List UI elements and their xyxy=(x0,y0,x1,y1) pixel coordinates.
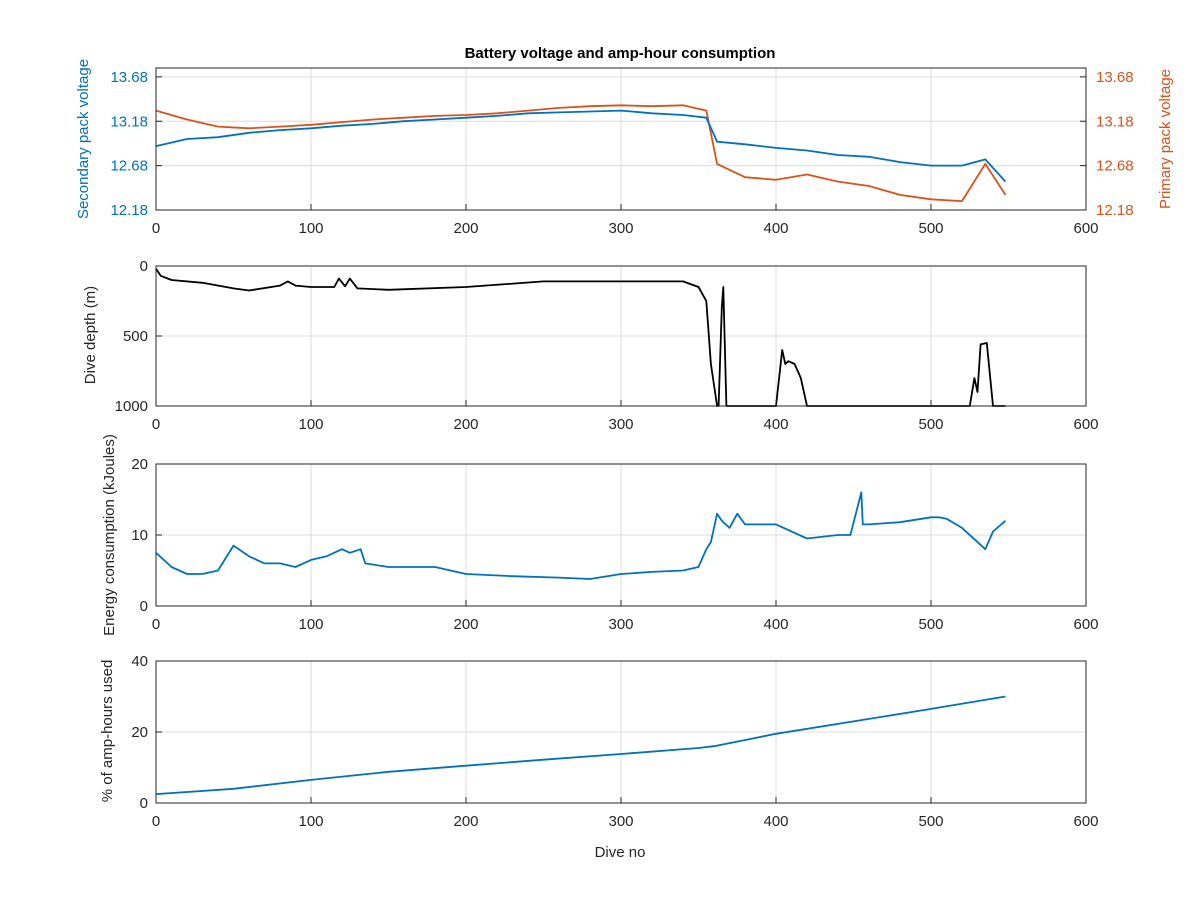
x-tick-label: 100 xyxy=(298,220,323,237)
axes-frame-1 xyxy=(155,67,1087,211)
x-tick-label: 300 xyxy=(608,616,633,633)
x-tick-label: 500 xyxy=(918,416,943,433)
y-tick-label: 0 xyxy=(140,258,148,275)
y-tick-label: 13.18 xyxy=(110,113,148,130)
x-tick-label: 0 xyxy=(152,416,160,433)
x-tick-label: 500 xyxy=(918,220,943,237)
y-tick-label: 1000 xyxy=(115,398,148,415)
axes-frame-2 xyxy=(155,265,1087,407)
x-tick-label: 100 xyxy=(298,416,323,433)
y2-tick-label: 13.18 xyxy=(1096,113,1134,130)
y-tick-label: 20 xyxy=(131,724,148,741)
x-axis-label: Dive no xyxy=(595,844,646,861)
x-tick-label: 200 xyxy=(453,616,478,633)
y-tick-label: 40 xyxy=(131,653,148,670)
y-axis-label-primary-voltage: Primary pack voltage xyxy=(1157,69,1174,209)
x-tick-label: 500 xyxy=(918,813,943,830)
y-axis-label-amp-hours: % of amp-hours used xyxy=(99,660,116,803)
x-tick-label: 0 xyxy=(152,813,160,830)
y-tick-label: 500 xyxy=(123,328,148,345)
x-tick-label: 300 xyxy=(608,416,633,433)
series-line-1-2 xyxy=(155,104,1007,203)
x-tick-label: 100 xyxy=(298,813,323,830)
x-tick-label: 300 xyxy=(608,220,633,237)
x-tick-label: 400 xyxy=(763,813,788,830)
y-tick-label: 13.68 xyxy=(110,69,148,86)
y-tick-label: 0 xyxy=(140,795,148,812)
x-tick-label: 200 xyxy=(453,220,478,237)
y-tick-label: 0 xyxy=(140,598,148,615)
x-tick-label: 400 xyxy=(763,220,788,237)
x-tick-label: 100 xyxy=(298,616,323,633)
y-tick-label: 12.68 xyxy=(110,158,148,175)
y-axis-label-energy: Energy consumption (kJoules) xyxy=(101,434,118,636)
x-tick-label: 600 xyxy=(1073,416,1098,433)
x-tick-label: 0 xyxy=(152,616,160,633)
y2-tick-label: 13.68 xyxy=(1096,69,1134,86)
x-tick-label: 200 xyxy=(453,813,478,830)
x-tick-label: 200 xyxy=(453,416,478,433)
y2-tick-label: 12.68 xyxy=(1096,158,1134,175)
chart-title: Battery voltage and amp-hour consumption xyxy=(465,45,776,62)
y-tick-label: 10 xyxy=(131,527,148,544)
x-tick-label: 600 xyxy=(1073,616,1098,633)
y-tick-label: 20 xyxy=(131,456,148,473)
x-tick-label: 600 xyxy=(1073,220,1098,237)
x-tick-label: 500 xyxy=(918,616,943,633)
y2-tick-label: 12.18 xyxy=(1096,202,1134,219)
y-axis-label-dive-depth: Dive depth (m) xyxy=(82,286,99,384)
x-tick-label: 300 xyxy=(608,813,633,830)
x-tick-label: 600 xyxy=(1073,813,1098,830)
series-line-4-1 xyxy=(155,695,1006,795)
axes-frame-4 xyxy=(155,660,1087,804)
axes-frame-3 xyxy=(155,463,1087,607)
series-line-3-1 xyxy=(155,491,1006,580)
y-axis-label-secondary-voltage: Secondary pack voltage xyxy=(75,59,92,219)
x-tick-label: 400 xyxy=(763,616,788,633)
x-tick-label: 0 xyxy=(152,220,160,237)
y-tick-label: 12.18 xyxy=(110,202,148,219)
x-tick-label: 400 xyxy=(763,416,788,433)
series-line-1-1 xyxy=(155,109,1007,183)
